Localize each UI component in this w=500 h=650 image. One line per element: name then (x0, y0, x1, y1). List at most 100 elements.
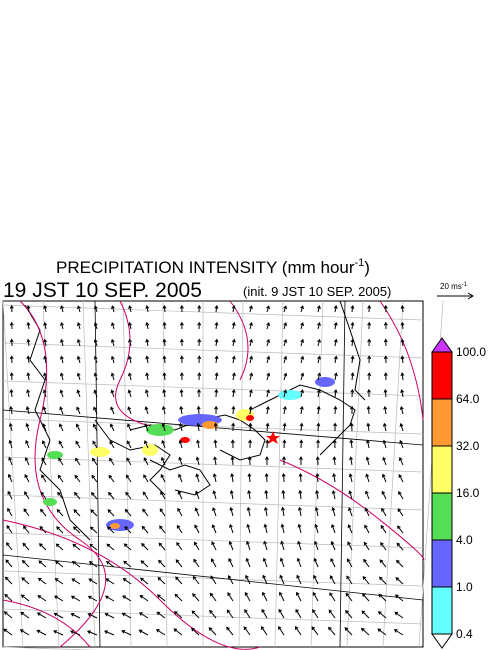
wind-arrow (209, 609, 217, 619)
wind-arrow (86, 630, 98, 636)
wind-arrow (9, 388, 14, 398)
wind-arrow (350, 388, 355, 398)
wind-arrow (142, 508, 149, 517)
wind-arrow (214, 405, 219, 415)
wind-arrow (211, 541, 217, 551)
title: PRECIPITATION INTENSITY (mm hour-1) (56, 257, 370, 277)
wind-arrow (93, 338, 98, 347)
wind-arrow (76, 338, 81, 347)
wind-arrow (9, 304, 14, 313)
wind-arrow (347, 524, 353, 534)
wind-arrow (295, 608, 302, 619)
wind-arrow (249, 338, 253, 347)
wind-arrow (179, 321, 184, 330)
wind-arrow (299, 422, 304, 432)
wind-arrow (3, 611, 13, 619)
wind-arrow (349, 456, 353, 466)
wind-arrow (38, 543, 47, 551)
wind-arrow (394, 611, 404, 619)
wind-arrow (294, 626, 302, 636)
wind-arrow (382, 422, 387, 432)
wind-arrow (317, 355, 322, 364)
wind-arrow (162, 304, 167, 313)
wind-arrow (179, 372, 184, 381)
wind-arrow (89, 526, 98, 534)
colorbar: 100.0 64.0 32.0 16.0 4.0 1.0 0.4 (431, 337, 486, 649)
wind-arrow (162, 372, 167, 381)
wind-arrow (36, 629, 47, 636)
wind-arrow (328, 609, 336, 619)
wind-arrow (54, 595, 64, 602)
wind-arrow (266, 305, 270, 313)
wind-arrow (76, 406, 81, 415)
wind-arrow (195, 473, 200, 483)
colorbar-under (431, 633, 453, 649)
wind-arrow (93, 406, 98, 415)
wind-arrow (23, 508, 30, 517)
wind-arrow (313, 574, 319, 585)
wind-arrow (173, 611, 183, 619)
wind-arrow (213, 456, 218, 466)
wind-arrow (22, 542, 30, 551)
wind-arrow (249, 305, 253, 313)
wind-arrow (296, 557, 302, 568)
wind-arrow (263, 523, 268, 534)
wind-arrow (57, 491, 64, 500)
wind-arrow (93, 372, 98, 381)
wind-arrow (260, 626, 268, 636)
wind-arrow (214, 338, 219, 347)
map (2, 300, 444, 650)
precip-cell (142, 444, 158, 456)
wind-arrow (213, 422, 218, 432)
wind-arrow (299, 405, 304, 415)
contour (2, 519, 261, 650)
wind-arrow (41, 440, 47, 449)
wind-arrow (262, 557, 268, 568)
wind-arrow (143, 474, 149, 483)
wind-arrow (247, 472, 252, 483)
wind-arrow (60, 338, 64, 347)
wind-arrow (71, 578, 81, 585)
wind-arrow (3, 628, 13, 636)
wind-arrow (6, 542, 13, 551)
wind-arrow (300, 372, 305, 381)
wind-arrow (193, 558, 200, 568)
wind-arrow (155, 629, 166, 636)
wind-arrow (143, 440, 149, 449)
wind-arrow (397, 508, 404, 517)
wind-arrow (74, 491, 81, 500)
wind-arrow (144, 406, 149, 415)
wind-arrow (76, 355, 81, 364)
wind-arrow (178, 422, 183, 432)
wind-arrow (393, 629, 404, 636)
wind-arrow (143, 457, 149, 466)
wind-arrow (156, 594, 166, 602)
wind-arrow (282, 422, 287, 432)
wind-arrow (212, 490, 217, 500)
wind-arrow (349, 439, 354, 449)
precip-cell (146, 424, 174, 436)
wind-arrow (24, 474, 30, 483)
wind-arrow (157, 577, 166, 585)
graticule (274, 300, 284, 648)
wind-arrow (282, 439, 287, 449)
wind-arrow (110, 372, 115, 381)
wind-arrow (92, 440, 98, 449)
wind-arrow (8, 422, 13, 432)
wind-arrow (209, 592, 217, 602)
wind-arrow (138, 629, 149, 636)
wind-arrow (110, 338, 115, 347)
wind-arrow (261, 591, 268, 602)
wind-arrow (363, 541, 370, 551)
wind-arrow (177, 507, 183, 517)
wind-arrow (76, 389, 81, 398)
wind-arrow (299, 439, 304, 449)
wind-arrow (104, 612, 115, 619)
wind-arrow (247, 489, 252, 500)
wind-arrow (365, 456, 370, 466)
wind-arrow (141, 525, 149, 534)
wind-arrow (59, 372, 64, 381)
wind-arrow (90, 491, 98, 500)
colorbar-label: 4.0 (456, 533, 473, 547)
wind-arrow (377, 628, 387, 636)
